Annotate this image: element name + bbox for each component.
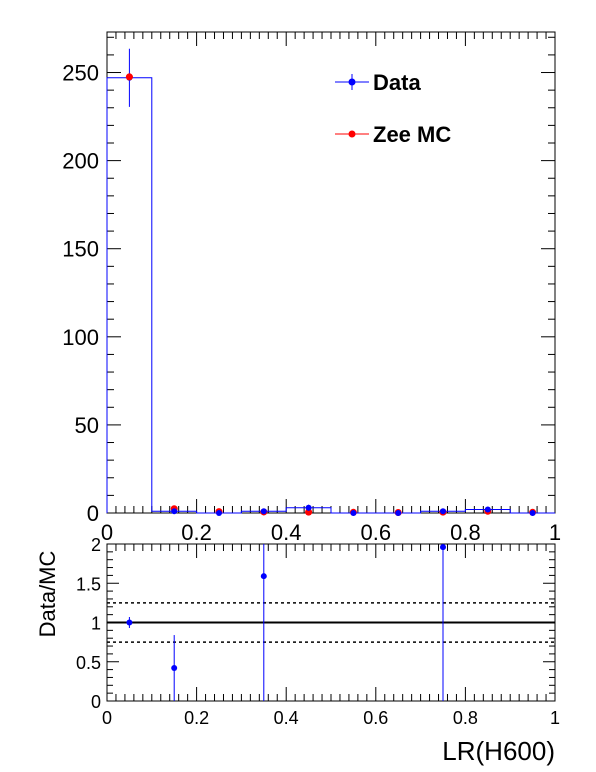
- data-point: [260, 508, 267, 515]
- main-x-tick-label: 0.4: [271, 520, 302, 545]
- main-y-tick-label: 250: [62, 61, 99, 86]
- main-y-tick-label: 100: [62, 325, 99, 350]
- mc-point: [305, 508, 313, 516]
- ratio-x-tick-label: 0.6: [363, 708, 388, 728]
- ratio-y-ticks: 0 0.5 1 1.5 2: [76, 535, 555, 712]
- ratio-reference-lines: [107, 602, 555, 643]
- main-panel: 0 0.2 0.4 0.6 0.8 1 0 50 100 150 200 250 Data Zee …: [62, 31, 561, 545]
- main-y-tick-label: 50: [75, 413, 99, 438]
- legend: Data Zee MC: [335, 70, 451, 147]
- data-point: [484, 506, 491, 513]
- ratio-y-tick-label: 1.5: [76, 574, 101, 594]
- legend-data-label: Data: [373, 70, 421, 95]
- ratio-x-tick-label: 1: [550, 708, 560, 728]
- ratio-x-ticks: 0 0.2 0.4 0.6 0.8 1: [102, 544, 560, 728]
- data-point: [171, 508, 178, 515]
- legend-mc-marker: [348, 130, 356, 138]
- ratio-x-tick-label: 0.8: [453, 708, 478, 728]
- ratio-x-tick-label: 0.2: [184, 708, 209, 728]
- main-x-ticks: 0 0.2 0.4 0.6 0.8 1: [101, 32, 561, 545]
- data-point: [216, 510, 222, 516]
- ratio-x-tick-label: 0: [102, 708, 112, 728]
- main-x-tick-label: 0: [101, 520, 113, 545]
- main-x-tick-label: 0.8: [450, 520, 481, 545]
- data-point: [395, 510, 402, 516]
- ratio-y-tick-label: 0.5: [76, 653, 101, 673]
- data-point: [305, 504, 312, 511]
- data-point: [529, 510, 536, 516]
- ratio-point: [440, 544, 446, 551]
- data-point: [350, 510, 357, 516]
- ratio-points: [126, 544, 446, 701]
- main-y-tick-label: 200: [62, 149, 99, 174]
- mc-point-overlay: [125, 73, 133, 81]
- main-x-tick-label: 0.6: [361, 520, 392, 545]
- ratio-point: [126, 619, 133, 626]
- legend-data-marker: [348, 78, 356, 86]
- x-axis-label: LR(H600): [442, 736, 555, 766]
- main-x-tick-label: 1: [549, 520, 561, 545]
- ratio-y-tick-label: 0: [91, 692, 101, 712]
- main-x-tick-label: 0.2: [181, 520, 212, 545]
- legend-mc-label: Zee MC: [373, 122, 451, 147]
- ratio-y-axis-label: Data/MC: [35, 550, 60, 637]
- ratio-point: [171, 665, 178, 672]
- ratio-point: [260, 573, 267, 580]
- ratio-y-tick-label: 1: [91, 614, 101, 634]
- data-points: [125, 48, 536, 516]
- ratio-panel: 0 0.2 0.4 0.6 0.8 1 0 0.5 1 1.5 2 Data/MC LR(H600…: [35, 535, 560, 766]
- main-y-tick-label: 0: [87, 501, 99, 526]
- main-y-tick-label: 150: [62, 237, 99, 262]
- ratio-x-tick-label: 0.4: [274, 708, 299, 728]
- data-point: [440, 508, 446, 515]
- ratio-y-tick-label: 2: [91, 535, 101, 555]
